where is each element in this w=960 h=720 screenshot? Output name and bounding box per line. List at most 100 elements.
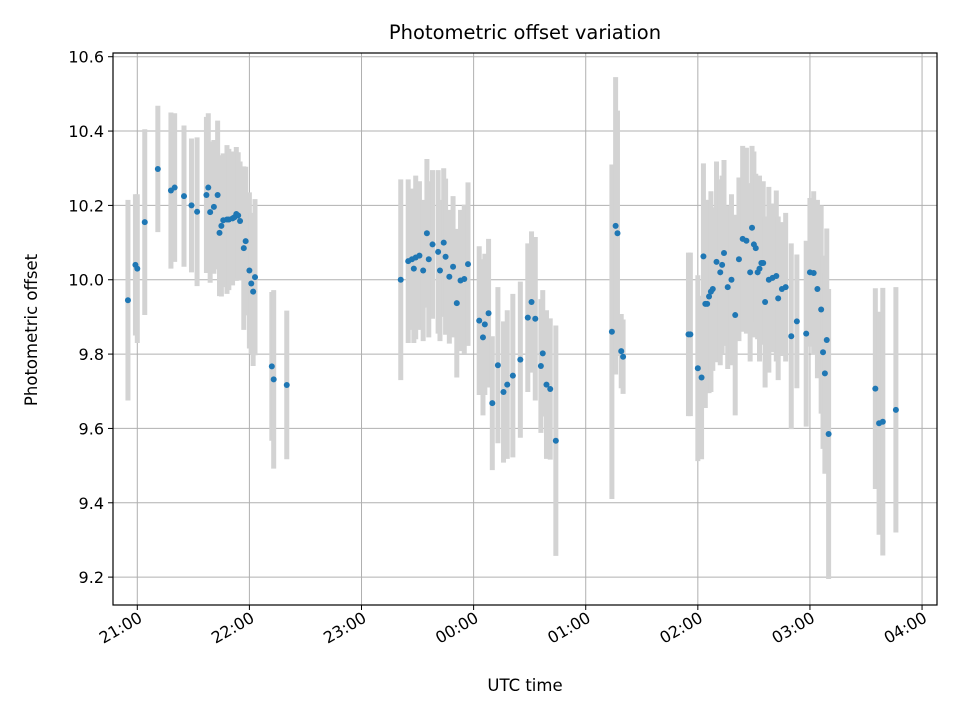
y-tick-label: 9.6 <box>79 419 104 438</box>
data-point <box>248 280 255 287</box>
data-point <box>818 306 825 313</box>
data-point <box>450 263 457 270</box>
data-point <box>618 348 625 355</box>
y-tick-label: 10.0 <box>68 271 104 290</box>
data-point <box>517 356 524 363</box>
data-point <box>500 389 507 396</box>
data-points <box>124 165 899 444</box>
data-point <box>743 237 750 244</box>
data-point <box>210 203 217 210</box>
data-point <box>782 284 789 291</box>
data-point <box>728 276 735 283</box>
data-point <box>171 184 178 191</box>
data-point <box>552 437 559 444</box>
data-point <box>620 353 627 360</box>
y-tick-label: 10.6 <box>68 48 104 67</box>
data-point <box>528 299 535 306</box>
data-point <box>283 381 290 388</box>
data-point <box>747 269 754 276</box>
data-point <box>461 276 468 283</box>
data-point <box>141 219 148 226</box>
data-point <box>524 314 531 321</box>
data-point <box>465 261 472 268</box>
data-point <box>270 376 277 383</box>
data-point <box>181 193 188 200</box>
y-tick-label: 10.2 <box>68 196 104 215</box>
data-point <box>440 239 447 246</box>
data-point <box>719 261 726 268</box>
data-point <box>453 300 460 307</box>
data-point <box>194 208 201 215</box>
data-point <box>397 276 404 283</box>
data-point <box>803 330 810 337</box>
data-point <box>823 336 830 343</box>
data-point <box>509 372 516 379</box>
data-point <box>698 374 705 381</box>
data-point <box>237 218 244 225</box>
data-point <box>720 249 727 256</box>
data-point <box>892 406 899 413</box>
data-point <box>775 295 782 302</box>
data-point <box>216 229 223 236</box>
data-point <box>481 321 488 328</box>
data-point <box>246 267 253 274</box>
data-point <box>476 317 483 324</box>
data-point <box>724 284 731 291</box>
data-point <box>760 260 767 267</box>
data-point <box>416 252 423 259</box>
data-point <box>762 299 769 306</box>
data-point <box>435 248 442 255</box>
data-point <box>268 363 275 370</box>
data-point <box>539 350 546 357</box>
y-tick-label: 9.4 <box>79 494 104 513</box>
data-point <box>235 212 242 219</box>
plot-area-frame <box>112 52 938 606</box>
data-point <box>489 400 496 407</box>
data-point <box>214 191 221 198</box>
data-point <box>614 230 621 237</box>
data-point <box>732 312 739 319</box>
data-point <box>825 431 832 438</box>
data-point <box>446 273 453 280</box>
data-point <box>494 362 501 369</box>
data-point <box>793 318 800 325</box>
chart-title: Photometric offset variation <box>389 21 661 44</box>
data-point <box>442 253 449 260</box>
data-point <box>735 256 742 263</box>
data-point <box>425 256 432 263</box>
data-point <box>543 381 550 388</box>
data-point <box>547 386 554 393</box>
data-point <box>250 288 257 295</box>
data-point <box>537 362 544 369</box>
y-axis-title: Photometric offset <box>22 253 41 406</box>
data-point <box>704 300 711 307</box>
data-point <box>436 267 443 274</box>
data-point <box>252 274 259 281</box>
y-tick-label: 9.2 <box>79 568 104 587</box>
data-point <box>207 209 214 216</box>
data-point <box>154 165 161 172</box>
data-point <box>479 334 486 341</box>
data-point <box>504 381 511 388</box>
data-point <box>608 328 615 335</box>
data-point <box>423 230 430 237</box>
data-point <box>410 265 417 272</box>
data-point <box>872 385 879 392</box>
data-point <box>242 238 249 245</box>
data-point <box>420 267 427 274</box>
data-point <box>218 222 225 229</box>
data-point <box>709 286 716 293</box>
data-point <box>203 191 210 198</box>
grid <box>113 53 937 605</box>
data-point <box>717 269 724 276</box>
y-tick-label: 9.8 <box>79 345 104 364</box>
data-point <box>752 245 759 252</box>
data-point <box>820 349 827 356</box>
y-tick-label: 10.4 <box>68 122 104 141</box>
data-point <box>773 273 780 280</box>
data-point <box>700 253 707 260</box>
data-point <box>713 258 720 265</box>
data-point <box>694 365 701 372</box>
data-point <box>821 370 828 377</box>
data-point <box>788 333 795 340</box>
